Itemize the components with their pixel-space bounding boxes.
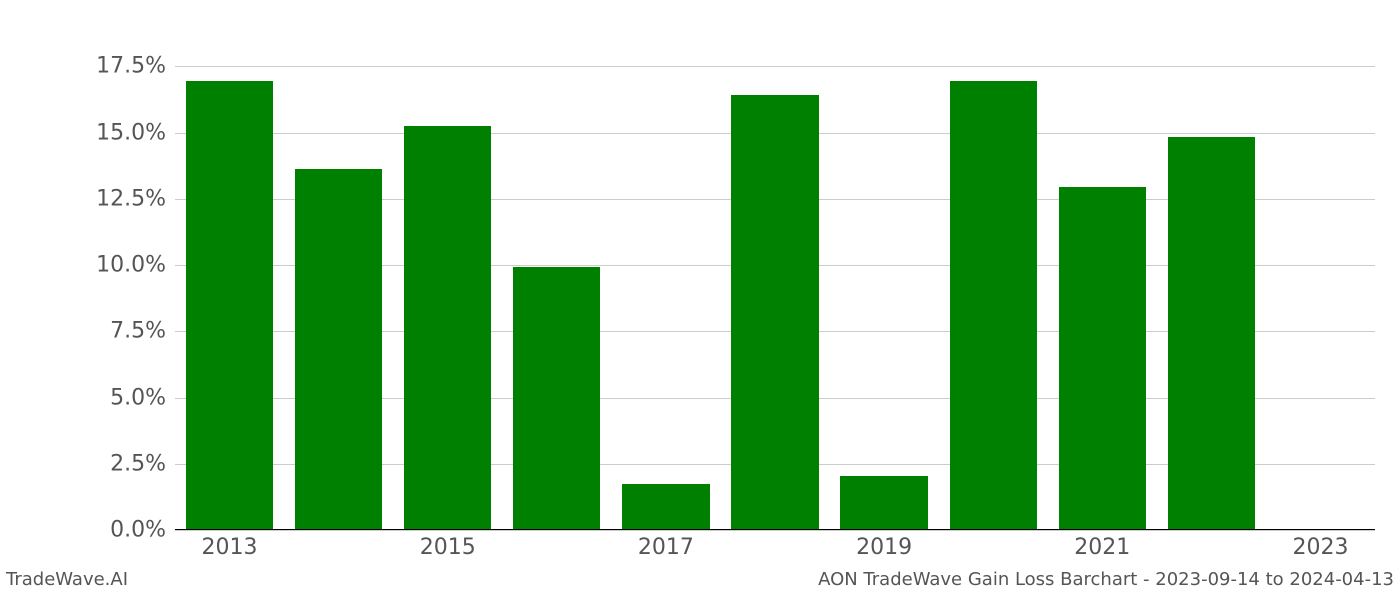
bar [186, 81, 273, 529]
ytick-label: 12.5% [66, 186, 166, 211]
ytick-label: 17.5% [66, 54, 166, 79]
bar-chart [175, 40, 1375, 530]
gridline [175, 530, 1375, 531]
xtick-label: 2015 [408, 535, 488, 560]
ytick-label: 7.5% [66, 319, 166, 344]
footer-right-label: AON TradeWave Gain Loss Barchart - 2023-… [818, 569, 1394, 590]
bar [840, 476, 927, 529]
ytick-label: 5.0% [66, 385, 166, 410]
ytick-label: 0.0% [66, 518, 166, 543]
xtick-label: 2023 [1280, 535, 1360, 560]
xtick-label: 2021 [1062, 535, 1142, 560]
xtick-label: 2019 [844, 535, 924, 560]
bar [731, 95, 818, 529]
footer-left-label: TradeWave.AI [6, 569, 128, 590]
xtick-label: 2017 [626, 535, 706, 560]
ytick-label: 2.5% [66, 451, 166, 476]
bar [1059, 187, 1146, 529]
ytick-label: 10.0% [66, 253, 166, 278]
xtick-label: 2013 [190, 535, 270, 560]
bar [1168, 137, 1255, 529]
bar [622, 484, 709, 529]
bar [513, 267, 600, 529]
bar [404, 126, 491, 529]
bar [950, 81, 1037, 529]
ytick-label: 15.0% [66, 120, 166, 145]
plot-area [175, 40, 1375, 530]
bar [295, 169, 382, 529]
gridline [175, 66, 1375, 67]
